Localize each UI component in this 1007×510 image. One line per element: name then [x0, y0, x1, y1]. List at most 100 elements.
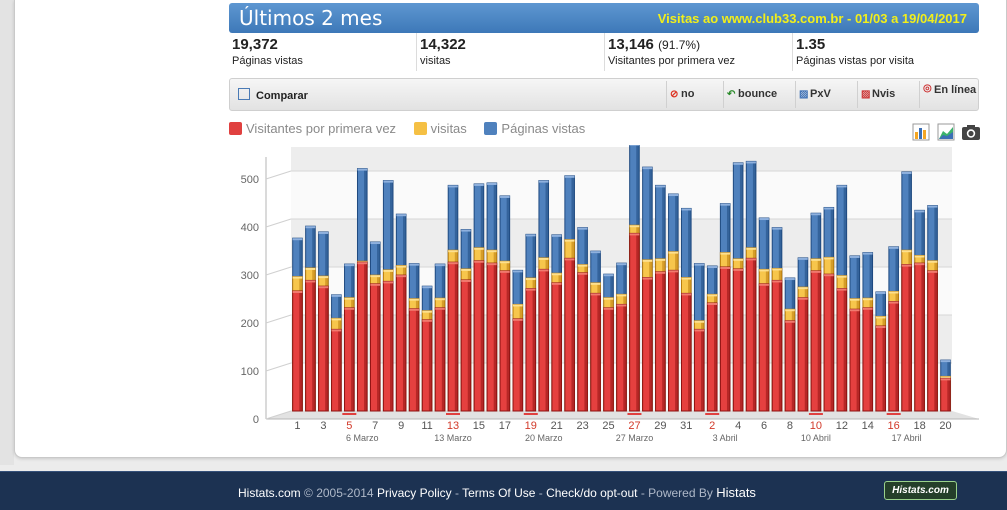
bar-first-visitors[interactable]	[940, 377, 951, 412]
y-tick-label: 400	[241, 222, 259, 234]
bar-first-visitors[interactable]	[836, 288, 848, 412]
stat-label: Páginas vistas por visita	[796, 55, 914, 67]
bar-first-visitors[interactable]	[408, 308, 420, 412]
stat-value: 14,322	[420, 36, 466, 53]
bar-first-visitors[interactable]	[655, 271, 666, 412]
bar-first-visitors[interactable]	[473, 260, 485, 412]
bar-first-visitors[interactable]	[564, 257, 575, 412]
weekend-marker	[627, 413, 642, 415]
compare-button[interactable]: Comparar	[238, 88, 308, 102]
bar-first-visitors[interactable]	[810, 270, 822, 412]
bar-first-visitors[interactable]	[668, 269, 679, 412]
nvis-button[interactable]: ▨ Nvis	[857, 81, 919, 108]
bar-first-visitors[interactable]	[447, 261, 459, 412]
bar-first-visitors[interactable]	[590, 292, 601, 412]
online-button[interactable]: ◎ En línea	[919, 81, 978, 108]
y-tick-label: 300	[241, 270, 259, 282]
x-tick-label: 17	[499, 420, 511, 432]
footer-brand-link[interactable]: Histats.com	[238, 486, 301, 500]
online-label: En línea	[934, 84, 977, 96]
bar-first-visitors[interactable]	[512, 318, 524, 412]
bar-first-visitors[interactable]	[486, 262, 498, 412]
stat-value: 13,146	[608, 36, 654, 53]
stat-label: Visitantes por primera vez	[608, 55, 735, 67]
bar-first-visitors[interactable]	[888, 301, 899, 412]
bar-first-visitors[interactable]	[862, 307, 874, 412]
bar-first-visitors[interactable]	[292, 290, 303, 412]
bar-first-visitors[interactable]	[771, 279, 783, 412]
bar-first-visitors[interactable]	[642, 277, 653, 412]
legend-item[interactable]: visitas	[413, 121, 467, 136]
bar-first-visitors[interactable]	[732, 268, 744, 412]
histats-logo[interactable]: Histats.com	[884, 481, 957, 500]
y-tick-label: 500	[241, 174, 259, 186]
bar-first-visitors[interactable]	[797, 297, 809, 412]
broadcast-icon: ◎	[923, 83, 932, 94]
camera-icon[interactable]	[961, 123, 981, 141]
terms-link[interactable]: Terms Of Use	[462, 486, 536, 500]
bar-chart-icon[interactable]	[912, 123, 930, 141]
bar-first-visitors[interactable]	[395, 274, 407, 412]
stat-first-visitors: 13,146 (91.7%) Visitantes por primera ve…	[605, 33, 793, 71]
bar-first-visitors[interactable]	[629, 232, 640, 412]
bar-first-visitors[interactable]	[706, 302, 718, 412]
toolbar: Comparar ⊘ no ↶ bounce ▨ PxV ▨ Nvis ◎ En líne…	[229, 78, 979, 111]
area-chart-icon[interactable]	[937, 123, 955, 141]
stat-visits: 14,322 visitas	[417, 33, 605, 71]
bar-first-visitors[interactable]	[745, 257, 757, 412]
bar-first-visitors[interactable]	[901, 264, 912, 412]
bar-first-visitors[interactable]	[344, 307, 355, 412]
bar-first-visitors[interactable]	[603, 307, 614, 412]
bar-first-visitors[interactable]	[551, 282, 562, 412]
stat-value: 1.35	[796, 36, 826, 53]
privacy-link[interactable]: Privacy Policy	[376, 486, 452, 500]
pxv-button[interactable]: ▨ PxV	[795, 81, 857, 108]
weekend-marker	[705, 413, 720, 415]
bar-first-visitors[interactable]	[849, 308, 861, 412]
bar-first-visitors[interactable]	[538, 268, 550, 412]
bounce-label: bounce	[738, 88, 778, 100]
week-label: 20 Marzo	[525, 433, 563, 443]
bar-first-visitors[interactable]	[460, 279, 472, 412]
bar-first-visitors[interactable]	[823, 273, 835, 412]
bar-first-visitors[interactable]	[525, 288, 537, 412]
weekend-marker	[342, 413, 357, 415]
legend-item[interactable]: Páginas vistas	[484, 121, 585, 136]
bar-first-visitors[interactable]	[577, 272, 588, 412]
x-tick-label: 12	[836, 420, 848, 432]
bar-first-visitors[interactable]	[305, 279, 316, 412]
bar-first-visitors[interactable]	[914, 262, 925, 412]
bar-first-visitors[interactable]	[784, 320, 796, 412]
bar-first-visitors[interactable]	[681, 292, 692, 412]
x-tick-label: 31	[680, 420, 692, 432]
bar-first-visitors[interactable]	[318, 285, 329, 412]
bar-first-visitors[interactable]	[719, 266, 731, 412]
bar-first-visitors[interactable]	[356, 261, 368, 412]
x-tick-label: 16	[888, 420, 900, 432]
bounce-icon: ↶	[727, 89, 736, 100]
bar-first-visitors[interactable]	[331, 328, 342, 412]
bar-first-visitors[interactable]	[382, 280, 394, 412]
x-tick-label: 3	[320, 420, 326, 432]
x-tick-label: 21	[551, 420, 563, 432]
no-button[interactable]: ⊘ no	[666, 81, 723, 108]
week-label: 10 Abril	[801, 433, 831, 443]
bar-first-visitors[interactable]	[927, 270, 938, 412]
bar-first-visitors[interactable]	[434, 307, 446, 412]
bar-first-visitors[interactable]	[616, 303, 627, 412]
bar-first-visitors[interactable]	[758, 283, 770, 412]
y-gridline-diag	[265, 218, 292, 228]
bar-first-visitors[interactable]	[693, 328, 705, 412]
bounce-button[interactable]: ↶ bounce	[723, 81, 795, 108]
legend-item[interactable]: Visitantes por primera vez	[229, 121, 396, 136]
week-label: 6 Marzo	[346, 433, 379, 443]
optout-link[interactable]: Check/do opt-out	[546, 486, 638, 500]
x-tick-label: 29	[654, 420, 666, 432]
bar-first-visitors[interactable]	[369, 283, 381, 412]
bar-first-visitors[interactable]	[499, 270, 511, 412]
powered-brand-link[interactable]: Histats	[716, 485, 756, 500]
x-tick-label: 1	[294, 420, 300, 432]
bar-first-visitors[interactable]	[421, 319, 433, 412]
stat-pageviews: 19,372 Páginas vistas	[229, 33, 417, 71]
bar-first-visitors[interactable]	[875, 325, 887, 412]
